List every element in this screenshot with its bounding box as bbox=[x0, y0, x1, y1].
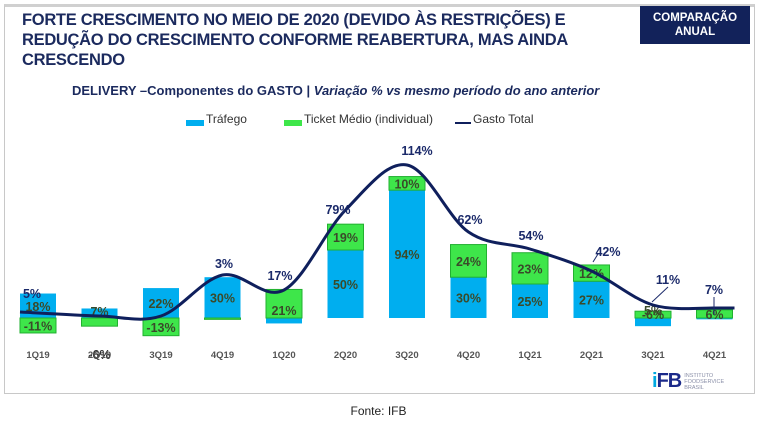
trafego-value-label: 22% bbox=[148, 297, 173, 311]
slide-title: FORTE CRESCIMENTO NO MEIO DE 2020 (DEVID… bbox=[22, 10, 602, 70]
ticket-value-label: 10% bbox=[394, 177, 419, 191]
bar-ticket bbox=[81, 317, 118, 327]
x-tick-label: 2Q20 bbox=[334, 350, 357, 361]
source-note: Fonte: IFB bbox=[350, 404, 407, 418]
bar-ticket bbox=[634, 310, 672, 319]
ticket-value-label: 24% bbox=[456, 255, 481, 269]
ticket-value-label: 19% bbox=[333, 231, 358, 245]
bar-trafego bbox=[573, 281, 610, 318]
legend-item-gasto: Gasto Total bbox=[455, 112, 533, 126]
x-tick-label: 4Q20 bbox=[457, 350, 480, 361]
leader-line bbox=[592, 253, 599, 263]
title-line: CRESCENDO bbox=[22, 51, 125, 69]
legend-label: Tráfego bbox=[206, 112, 247, 126]
legend-swatch-ticket bbox=[284, 120, 302, 126]
gasto-value-label: 5% bbox=[23, 287, 41, 301]
ifb-logo: iFB INSTITUTO FOODSERVICE BRASIL bbox=[652, 370, 724, 393]
ticket-value-label: 12% bbox=[579, 267, 604, 281]
x-tick-label: 3Q20 bbox=[395, 350, 418, 361]
title-line: REDUÇÃO DO CRESCIMENTO CONFORME REABERTU… bbox=[22, 31, 569, 49]
bar-trafego bbox=[266, 318, 302, 324]
slide-frame bbox=[4, 4, 755, 394]
gasto-value-label: 7% bbox=[705, 283, 723, 297]
bar-ticket bbox=[450, 244, 487, 278]
gasto-value-label: 54% bbox=[518, 229, 543, 243]
trafego-value-label: 30% bbox=[210, 292, 235, 306]
bar-trafego bbox=[204, 277, 241, 318]
trafego-value-label: 50% bbox=[333, 278, 358, 292]
bar-ticket bbox=[327, 223, 364, 251]
ticket-value-label: 23% bbox=[517, 262, 542, 276]
gasto-value-label: 79% bbox=[325, 203, 350, 217]
bar-trafego bbox=[635, 318, 671, 327]
legend-swatch-trafego bbox=[186, 120, 204, 126]
x-tick-label: 1Q21 bbox=[518, 350, 542, 361]
trafego-value-label: 18% bbox=[25, 300, 50, 314]
bar-trafego bbox=[143, 288, 179, 318]
badge-line: COMPARAÇÃO bbox=[652, 12, 738, 24]
bar-ticket bbox=[19, 317, 57, 334]
badge-line: ANUAL bbox=[674, 26, 716, 38]
x-tick-label: 2Q21 bbox=[580, 350, 604, 361]
trafego-value-label: 94% bbox=[394, 248, 419, 262]
x-tick-label: 4Q19 bbox=[211, 350, 234, 361]
logo-sub-line: INSTITUTO bbox=[684, 372, 714, 379]
x-tick-label: 3Q19 bbox=[149, 350, 172, 361]
logo-sub-line: FOODSERVICE bbox=[684, 378, 725, 385]
gasto-value-label: 114% bbox=[401, 144, 432, 158]
bar-ticket bbox=[204, 317, 241, 320]
bar-trafego bbox=[696, 318, 733, 320]
subtitle-italic: Variação % vs mesmo período do ano anter… bbox=[313, 83, 600, 98]
gasto-value-label: 62% bbox=[457, 213, 482, 227]
x-tick-label: 4Q21 bbox=[703, 350, 727, 361]
ticket-value-label: -13% bbox=[146, 321, 175, 335]
trafego-value-label: 25% bbox=[517, 295, 542, 309]
gasto-value-label: 11% bbox=[656, 273, 680, 287]
logo-mark: iFB bbox=[652, 370, 682, 392]
ticket-value-label: -11% bbox=[24, 319, 53, 333]
legend-label: Ticket Médio (individual) bbox=[304, 112, 433, 126]
comparison-badge: COMPARAÇÃO ANUAL bbox=[640, 6, 750, 44]
legend-item-trafego: Tráfego bbox=[186, 112, 247, 126]
logo-sub-line: BRASIL bbox=[684, 384, 704, 391]
trafego-value-label: 30% bbox=[456, 292, 481, 306]
bar-ticket bbox=[265, 288, 303, 319]
bar-ticket bbox=[142, 317, 180, 337]
legend-label: Gasto Total bbox=[473, 112, 534, 126]
legend-swatch-gasto bbox=[455, 122, 471, 124]
logo-subtext: INSTITUTO FOODSERVICE BRASIL bbox=[684, 373, 724, 391]
gasto-value-label: 3% bbox=[215, 257, 233, 271]
legend-item-ticket: Ticket Médio (individual) bbox=[284, 112, 433, 126]
bar-trafego bbox=[389, 190, 425, 318]
ticket-value-label: 21% bbox=[271, 304, 296, 318]
bar-trafego bbox=[81, 308, 118, 318]
title-line: FORTE CRESCIMENTO NO MEIO DE 2020 (DEVID… bbox=[22, 11, 566, 29]
x-tick-label: 1Q20 bbox=[272, 350, 295, 361]
trafego-value-label: 27% bbox=[579, 294, 604, 308]
gasto-value-label: 42% bbox=[595, 245, 620, 259]
chart-subtitle: DELIVERY –Componentes do GASTO | Variaçã… bbox=[72, 83, 599, 98]
bar-trafego bbox=[512, 284, 548, 318]
x-tick-label: 2Q19 bbox=[88, 350, 111, 361]
gasto-total-line bbox=[19, 163, 735, 321]
leader-line bbox=[651, 286, 669, 303]
x-tick-label: 1Q19 bbox=[26, 350, 49, 361]
subtitle-bold: DELIVERY –Componentes do GASTO | bbox=[72, 83, 314, 98]
bar-ticket bbox=[388, 176, 426, 191]
x-tick-label: 3Q21 bbox=[641, 350, 665, 361]
ticket-value-label: -6% bbox=[88, 348, 110, 362]
bar-trafego bbox=[327, 250, 364, 318]
gasto-value-label: 17% bbox=[267, 269, 292, 283]
bar-trafego bbox=[450, 277, 487, 318]
bar-ticket bbox=[511, 252, 549, 285]
trafego-value-label: -6% bbox=[642, 308, 664, 322]
